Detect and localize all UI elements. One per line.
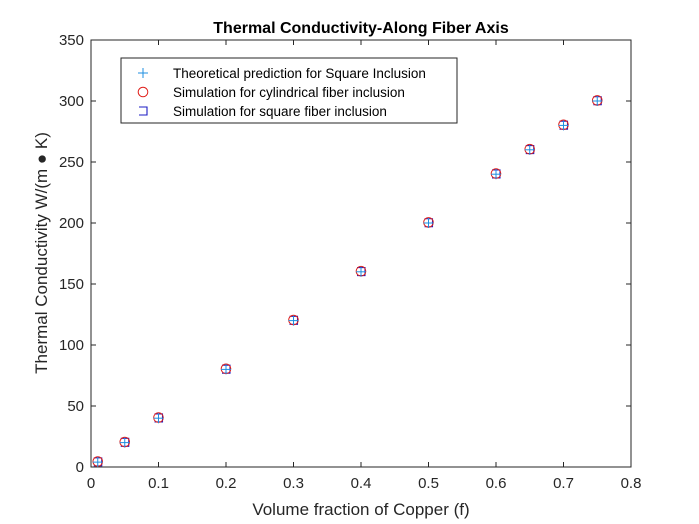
data-point-plus: [592, 96, 603, 106]
data-point-plus: [423, 218, 434, 228]
x-axis-label: Volume fraction of Copper (f): [252, 500, 469, 519]
data-point-plus: [288, 315, 299, 326]
x-tick-label: 0.6: [486, 475, 507, 492]
x-tick-label: 0.2: [216, 475, 237, 492]
data-point-plus: [491, 169, 501, 180]
data-point-plus: [356, 266, 366, 277]
y-axis: 0 50 100 150 200 250 300 350: [59, 32, 631, 476]
y-tick-label: 100: [59, 337, 84, 354]
legend-entry-label: Simulation for square fiber inclusion: [173, 104, 387, 119]
y-axis-label: Thermal Conductivity W/(m ● K): [32, 132, 51, 374]
y-tick-label: 50: [67, 398, 84, 415]
x-tick-label: 0.7: [553, 475, 574, 492]
y-tick-label: 0: [76, 459, 84, 476]
data-point-plus: [524, 144, 535, 155]
x-tick-label: 0.1: [148, 475, 169, 492]
y-tick-label: 250: [59, 154, 84, 171]
y-tick-label: 350: [59, 32, 84, 49]
data-point-plus: [92, 457, 103, 468]
x-tick-label: 0: [87, 475, 95, 492]
x-tick-label: 0.5: [418, 475, 439, 492]
x-axis: 0 0.1 0.2 0.3 0.4 0.5 0.6 0.7 0.8: [87, 40, 642, 492]
data-points: [92, 95, 603, 468]
legend: Theoretical prediction for Square Inclus…: [120, 57, 458, 124]
legend-marker-square-bracket: [139, 106, 148, 116]
data-point-plus: [153, 413, 164, 424]
y-tick-label: 150: [59, 276, 84, 293]
y-tick-label: 200: [59, 215, 84, 232]
x-tick-label: 0.4: [351, 475, 372, 492]
legend-entry-label: Simulation for cylindrical fiber inclusi…: [173, 85, 405, 100]
legend-entry-label: Theoretical prediction for Square Inclus…: [173, 66, 426, 81]
legend-marker-circle: [137, 86, 149, 98]
legend-box: [120, 57, 458, 124]
x-tick-label: 0.3: [283, 475, 304, 492]
data-point-plus: [221, 364, 231, 375]
legend-marker-plus: [138, 68, 148, 78]
y-tick-label: 300: [59, 93, 84, 110]
chart-title: Thermal Conductivity-Along Fiber Axis: [213, 20, 509, 37]
data-point-plus: [558, 120, 569, 131]
x-tick-label: 0.8: [621, 475, 642, 492]
data-point-plus: [119, 437, 130, 448]
